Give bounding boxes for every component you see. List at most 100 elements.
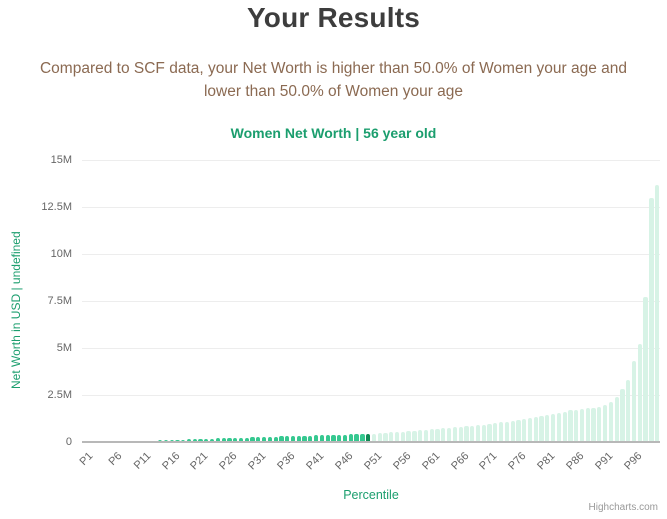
- bar-P74[interactable]: [504, 421, 509, 442]
- bar-P39[interactable]: [302, 435, 307, 442]
- bar-P17[interactable]: [175, 439, 180, 442]
- bar-P77[interactable]: [522, 419, 527, 442]
- bar-P61[interactable]: [429, 429, 434, 442]
- bar-P38[interactable]: [296, 435, 301, 442]
- bar-P18[interactable]: [181, 439, 186, 442]
- bar-P60[interactable]: [423, 429, 429, 442]
- bar-P71[interactable]: [487, 423, 492, 442]
- bar-P34[interactable]: [273, 436, 278, 442]
- bar-P47[interactable]: [348, 434, 353, 442]
- x-axis-line: [82, 441, 660, 443]
- bar-P90[interactable]: [597, 407, 602, 442]
- bar-P86[interactable]: [574, 409, 579, 442]
- bar-P36[interactable]: [285, 436, 290, 442]
- bar-P16[interactable]: [169, 439, 174, 442]
- bar-P98[interactable]: [643, 297, 648, 442]
- bar-P20[interactable]: [192, 439, 197, 442]
- bar-P99[interactable]: [649, 197, 654, 442]
- grid-line-10M: [82, 254, 660, 255]
- bar-P87[interactable]: [579, 408, 585, 442]
- bar-P97[interactable]: [637, 344, 642, 442]
- y-axis-label-2.5M: 2.5M: [47, 389, 72, 401]
- bar-P91[interactable]: [603, 405, 608, 442]
- results-summary-line2: lower than 50.0% of Women your age: [203, 83, 464, 100]
- bar-P63[interactable]: [441, 428, 446, 442]
- bar-P48[interactable]: [354, 434, 359, 442]
- plot-area: [82, 160, 660, 442]
- bar-P37[interactable]: [290, 436, 296, 442]
- grid-line-7.5M: [82, 301, 660, 302]
- bar-P51[interactable]: [371, 433, 377, 442]
- bar-P56[interactable]: [400, 431, 405, 442]
- bar-P46[interactable]: [342, 434, 348, 442]
- bar-P57[interactable]: [406, 431, 411, 442]
- bar-P92[interactable]: [608, 401, 614, 442]
- bar-P76[interactable]: [516, 420, 521, 442]
- bar-P67[interactable]: [464, 426, 469, 442]
- y-axis-label-5M: 5M: [56, 342, 72, 354]
- bar-P44[interactable]: [331, 434, 336, 442]
- bar-P80[interactable]: [539, 416, 544, 442]
- bar-P75[interactable]: [510, 420, 515, 442]
- bar-P66[interactable]: [458, 426, 463, 442]
- bar-P55[interactable]: [394, 432, 400, 442]
- y-axis-label-0: 0: [65, 436, 72, 448]
- bar-P30[interactable]: [250, 437, 255, 442]
- bar-P88[interactable]: [585, 408, 590, 442]
- bar-P22[interactable]: [204, 438, 209, 442]
- bar-P96[interactable]: [631, 361, 637, 442]
- bar-P93[interactable]: [614, 396, 619, 442]
- bar-P54[interactable]: [389, 432, 394, 442]
- grid-line-12.5M: [82, 207, 660, 208]
- bar-P52[interactable]: [377, 433, 382, 442]
- bar-P68[interactable]: [470, 425, 475, 442]
- results-summary: Compared to SCF data, your Net Worth is …: [0, 57, 667, 103]
- bar-P70[interactable]: [481, 424, 486, 442]
- bar-P32[interactable]: [261, 436, 267, 442]
- x-axis-title: Percentile: [343, 488, 399, 502]
- bar-P65[interactable]: [452, 427, 457, 442]
- bar-P31[interactable]: [256, 437, 261, 442]
- bar-P59[interactable]: [418, 430, 423, 442]
- bar-P100[interactable]: [655, 185, 660, 442]
- bar-P69[interactable]: [475, 425, 481, 442]
- bar-P78[interactable]: [527, 418, 533, 442]
- bar-P58[interactable]: [412, 430, 417, 442]
- bar-P73[interactable]: [498, 422, 504, 442]
- highcharts-credits-link[interactable]: Highcharts.com: [588, 502, 658, 513]
- bar-P64[interactable]: [446, 427, 452, 442]
- bar-P19[interactable]: [186, 439, 192, 442]
- bar-P85[interactable]: [568, 410, 573, 442]
- bar-P72[interactable]: [493, 423, 498, 442]
- bar-P94[interactable]: [620, 389, 625, 442]
- bar-P24[interactable]: [215, 438, 220, 442]
- bar-P41[interactable]: [314, 435, 319, 442]
- grid-line-2.5M: [82, 395, 660, 396]
- bar-P95[interactable]: [626, 379, 631, 442]
- bar-P28[interactable]: [238, 437, 244, 442]
- bar-P84[interactable]: [562, 411, 567, 442]
- bar-P29[interactable]: [244, 437, 249, 442]
- bar-P33[interactable]: [267, 436, 273, 442]
- bar-P53[interactable]: [383, 432, 388, 442]
- bar-P45[interactable]: [337, 434, 342, 442]
- bar-P26[interactable]: [227, 438, 232, 442]
- bar-P79[interactable]: [533, 417, 538, 442]
- bar-P81[interactable]: [545, 414, 550, 442]
- bar-P43[interactable]: [325, 435, 330, 442]
- bar-P40[interactable]: [308, 435, 313, 442]
- grid-line-15M: [82, 160, 660, 161]
- bar-P49[interactable]: [360, 434, 365, 442]
- bar-P42[interactable]: [319, 435, 325, 442]
- bar-P35[interactable]: [279, 436, 284, 442]
- bar-P83[interactable]: [556, 412, 562, 442]
- y-axis-label-10M: 10M: [50, 248, 72, 260]
- bar-P27[interactable]: [233, 437, 238, 442]
- user-percentile-bar[interactable]: [366, 434, 371, 442]
- bar-P25[interactable]: [221, 438, 226, 442]
- bar-P21[interactable]: [198, 439, 203, 442]
- bar-P23[interactable]: [209, 438, 215, 442]
- bar-P62[interactable]: [435, 429, 440, 442]
- bar-P82[interactable]: [550, 413, 556, 442]
- bar-P89[interactable]: [591, 407, 596, 442]
